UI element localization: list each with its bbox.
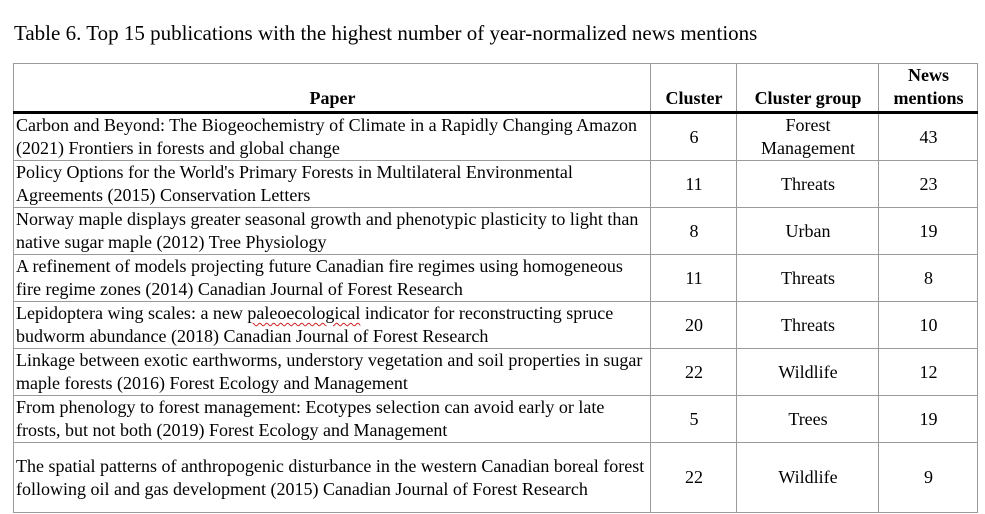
cluster-group-cell: Forest Management xyxy=(736,112,879,161)
news-mentions-cell: 43 xyxy=(878,112,978,161)
paper-text: indicator for reconstructing spruce budw… xyxy=(16,303,614,346)
header-cluster-group: Cluster group xyxy=(736,63,879,114)
paper-cell: From phenology to forest management: Eco… xyxy=(13,395,651,443)
news-mentions-cell: 12 xyxy=(878,348,978,396)
cluster-group-cell: Wildlife xyxy=(736,442,879,513)
spellcheck-flagged-word: paleoecological xyxy=(247,303,361,323)
paper-cell: Policy Options for the World's Primary F… xyxy=(13,160,651,208)
table-row: Linkage between exotic earthworms, under… xyxy=(13,348,978,396)
paper-text: Lepidoptera wing scales: a new xyxy=(16,303,248,323)
paper-cell: Carbon and Beyond: The Biogeochemistry o… xyxy=(13,112,651,161)
table-row: From phenology to forest management: Eco… xyxy=(13,395,978,443)
cluster-group-cell: Threats xyxy=(736,254,879,302)
table-row: The spatial patterns of anthropogenic di… xyxy=(13,442,978,513)
publications-table: Paper Cluster Cluster group News mention… xyxy=(13,63,978,513)
table-row: Policy Options for the World's Primary F… xyxy=(13,160,978,208)
news-mentions-cell: 19 xyxy=(878,207,978,255)
cluster-group-cell: Wildlife xyxy=(736,348,879,396)
table-row: A refinement of models projecting future… xyxy=(13,254,978,302)
table-caption: Table 6. Top 15 publications with the hi… xyxy=(14,21,758,45)
cluster-group-cell: Urban xyxy=(736,207,879,255)
paper-cell: A refinement of models projecting future… xyxy=(13,254,651,302)
cluster-cell: 6 xyxy=(650,112,737,161)
table-row: Carbon and Beyond: The Biogeochemistry o… xyxy=(13,112,978,161)
paper-cell: Lepidoptera wing scales: a new paleoecol… xyxy=(13,301,651,349)
header-paper: Paper xyxy=(13,63,651,114)
news-mentions-cell: 8 xyxy=(878,254,978,302)
cluster-cell: 11 xyxy=(650,254,737,302)
cluster-cell: 8 xyxy=(650,207,737,255)
cluster-cell: 20 xyxy=(650,301,737,349)
table-row: Lepidoptera wing scales: a new paleoecol… xyxy=(13,301,978,349)
news-mentions-cell: 10 xyxy=(878,301,978,349)
header-news-mentions: News mentions xyxy=(878,63,978,114)
news-mentions-cell: 9 xyxy=(878,442,978,513)
news-mentions-cell: 23 xyxy=(878,160,978,208)
table-header-row: Paper Cluster Cluster group News mention… xyxy=(13,63,978,114)
cluster-group-cell: Threats xyxy=(736,160,879,208)
cluster-cell: 22 xyxy=(650,442,737,513)
cluster-cell: 5 xyxy=(650,395,737,443)
paper-cell: Linkage between exotic earthworms, under… xyxy=(13,348,651,396)
paper-cell: Norway maple displays greater seasonal g… xyxy=(13,207,651,255)
cluster-group-cell: Threats xyxy=(736,301,879,349)
cluster-cell: 11 xyxy=(650,160,737,208)
header-cluster: Cluster xyxy=(650,63,737,114)
cluster-cell: 22 xyxy=(650,348,737,396)
paper-cell: The spatial patterns of anthropogenic di… xyxy=(13,442,651,513)
table-row: Norway maple displays greater seasonal g… xyxy=(13,207,978,255)
news-mentions-cell: 19 xyxy=(878,395,978,443)
cluster-group-cell: Trees xyxy=(736,395,879,443)
